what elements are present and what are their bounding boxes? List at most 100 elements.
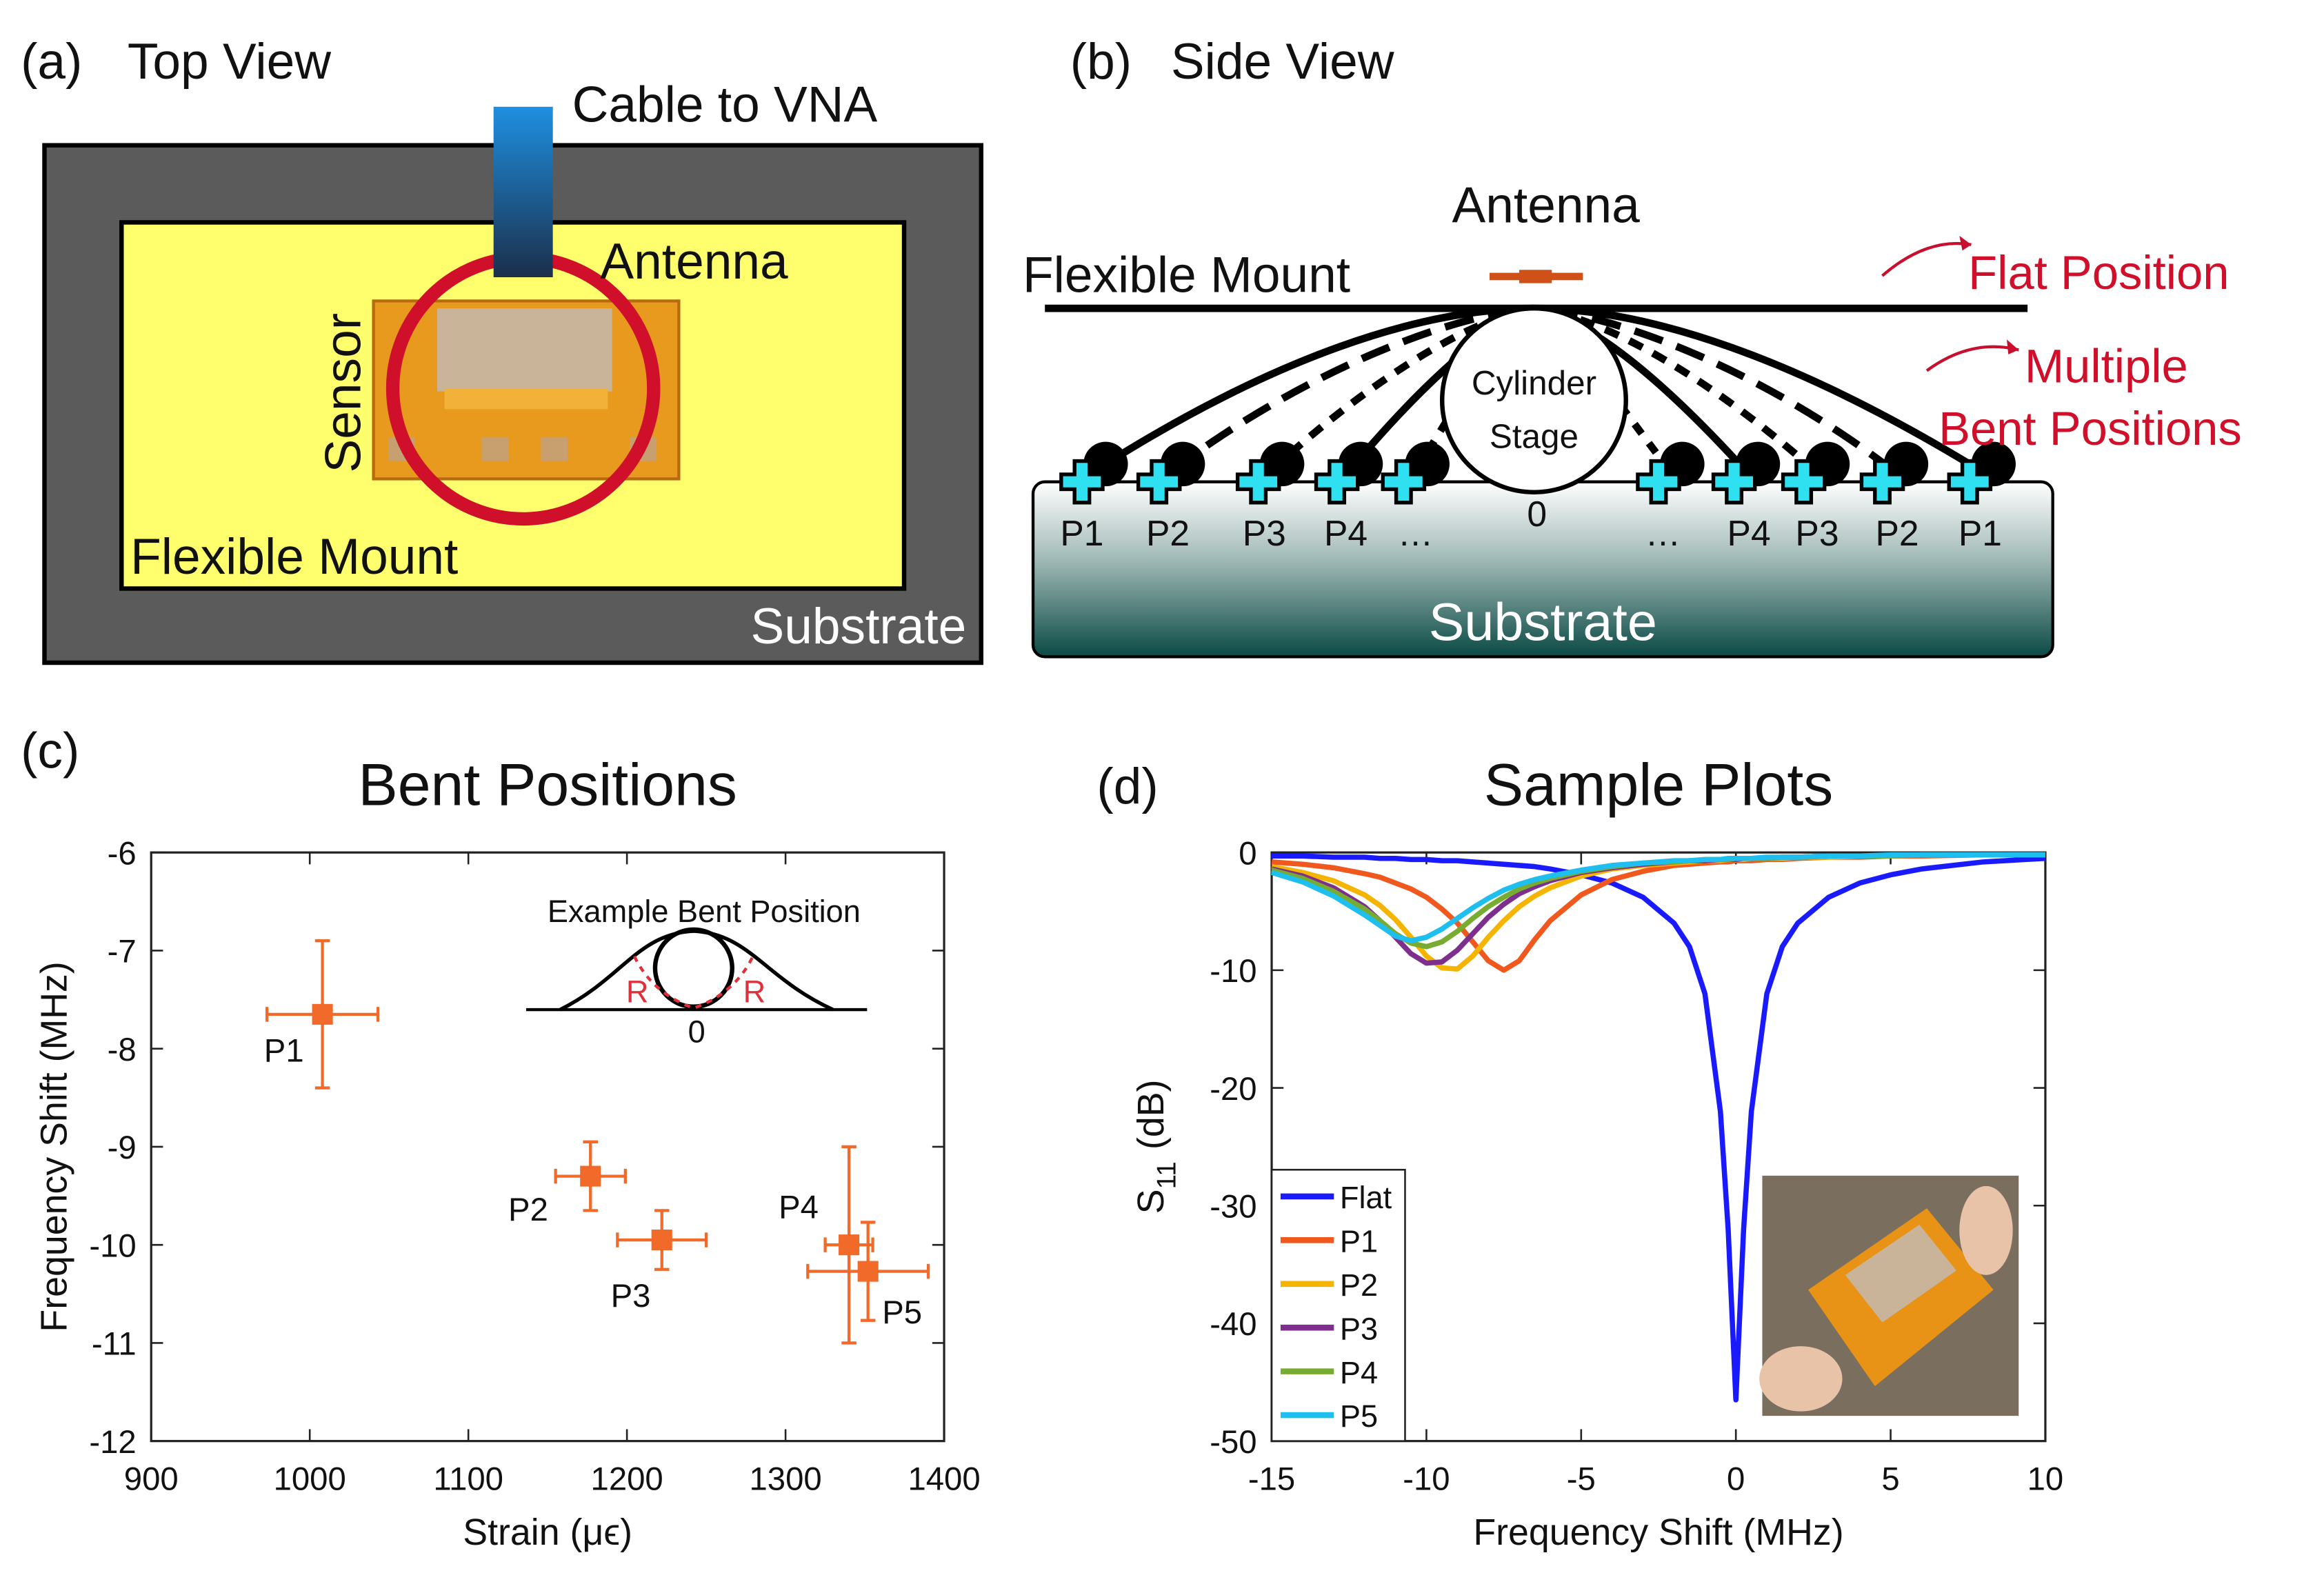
x-tick-label: 1400 (908, 1461, 980, 1498)
bent-curve (1534, 304, 1984, 475)
position-label: P1 (1060, 513, 1103, 553)
y-tick-label: -10 (1210, 953, 1256, 990)
arrow (1881, 241, 1972, 277)
position-label: P2 (1875, 513, 1919, 553)
y-tick-label: -20 (1210, 1071, 1256, 1108)
stage-label: Stage (1490, 417, 1579, 455)
x-axis-label: Frequency Shift (MHz) (1473, 1512, 1843, 1553)
x-tick-label: -5 (1567, 1461, 1596, 1498)
panel-a: (a) Top View Cable to VNA Antenna Sensor… (21, 34, 984, 665)
antenna-label: Antenna (600, 234, 788, 290)
inset-radius (632, 955, 754, 1010)
y-axis-label-symbol: S (1130, 1189, 1172, 1214)
y-axis-label-subscript: 11 (1152, 1161, 1181, 1189)
pad (541, 437, 568, 461)
mount-label: Flexible Mount (130, 529, 458, 585)
y-axis-label: Frequency Shift (MHz) (34, 961, 75, 1332)
stage-label: Cylinder (1472, 364, 1596, 402)
pad (481, 437, 509, 461)
inset-origin: 0 (688, 1014, 705, 1049)
position-label: P4 (1324, 513, 1368, 553)
antenna (1519, 270, 1552, 283)
cylinder-stage (1439, 305, 1628, 494)
sensor-window (437, 308, 612, 392)
legend-label: P5 (1340, 1399, 1378, 1434)
bent-label: Bent Positions (1939, 402, 2242, 455)
position-label: P2 (1146, 513, 1190, 553)
bent-curve (1092, 304, 1534, 475)
point-label: P3 (611, 1278, 651, 1314)
y-tick-label: -8 (108, 1032, 137, 1068)
point-label: P5 (882, 1294, 922, 1331)
x-axis-label: Strain (μϵ) (463, 1512, 632, 1553)
arrow (1925, 345, 2019, 372)
chart-title: Sample Plots (1484, 752, 1833, 818)
origin-label: 0 (1527, 494, 1547, 534)
x-tick-label: 1100 (433, 1461, 503, 1498)
panel-label: (c) (21, 723, 79, 779)
panel-title: Side View (1171, 34, 1394, 90)
legend-label: P4 (1340, 1355, 1378, 1390)
point (312, 1003, 333, 1025)
sensor-grid (444, 388, 608, 410)
position-label: P3 (1243, 513, 1286, 553)
position-label: P4 (1727, 513, 1771, 553)
arrow-head (1959, 235, 1972, 251)
point-label: P4 (779, 1189, 819, 1225)
x-tick-label: -10 (1403, 1461, 1450, 1498)
point-label: P1 (264, 1033, 304, 1070)
inset-photo-finger (1759, 1346, 1843, 1412)
series-line (1272, 853, 2046, 1403)
panel-title: Top View (128, 34, 331, 90)
y-tick-label: -7 (108, 934, 137, 970)
antenna-label: Antenna (1452, 177, 1641, 233)
mount-label: Flexible Mount (1023, 248, 1350, 303)
position-label: P3 (1795, 513, 1839, 553)
y-tick-label: -12 (89, 1424, 136, 1461)
x-tick-label: 1300 (750, 1461, 822, 1498)
y-tick-label: -6 (108, 835, 137, 872)
legend (1270, 1168, 1406, 1442)
inset-photo-window (1845, 1224, 1956, 1323)
x-tick-label: -15 (1248, 1461, 1295, 1498)
position-markers (1061, 441, 2016, 503)
inset-radius-label: R (743, 974, 766, 1009)
bent-curve (1534, 304, 1897, 474)
position-label: … (1645, 513, 1681, 553)
x-tick-label: 10 (2027, 1461, 2064, 1498)
cable (493, 106, 553, 278)
arrow-head (2007, 339, 2019, 354)
point (580, 1165, 601, 1187)
y-tick-label: -10 (89, 1228, 136, 1264)
substrate-label: Substrate (751, 599, 967, 654)
panel-label: (b) (1070, 34, 1132, 90)
bent-curve (1168, 304, 1534, 474)
y-axis-label: S11 (dB) (1130, 1080, 1181, 1214)
panel-label: (d) (1096, 759, 1158, 814)
plot-area (150, 851, 945, 1443)
inset-photo-finger (1959, 1185, 2013, 1275)
x-tick-label: 1200 (591, 1461, 663, 1498)
position-label: P1 (1959, 513, 2002, 553)
legend-label: Flat (1340, 1180, 1392, 1215)
inset-radius-label: R (626, 974, 649, 1009)
x-tick-label: 5 (1881, 1461, 1899, 1498)
y-axis-label-unit: (dB) (1130, 1080, 1172, 1150)
y-tick-label: -40 (1210, 1306, 1256, 1343)
inset-title: Example Bent Position (548, 894, 861, 929)
position-label: … (1398, 513, 1434, 553)
legend-label: P1 (1340, 1224, 1378, 1259)
point (651, 1230, 672, 1251)
sensor-label: Sensor (315, 313, 371, 473)
y-tick-label: -9 (108, 1130, 137, 1166)
flat-label: Flat Position (1968, 246, 2229, 299)
series-line (1270, 852, 2045, 943)
point-label: P2 (508, 1192, 548, 1228)
y-tick-label: -50 (1210, 1424, 1256, 1461)
y-tick-label: -11 (92, 1326, 137, 1363)
y-tick-label: -30 (1210, 1188, 1256, 1225)
cable-label: Cable to VNA (572, 77, 878, 132)
x-tick-label: 0 (1727, 1461, 1745, 1498)
substrate-label: Substrate (1429, 593, 1657, 652)
